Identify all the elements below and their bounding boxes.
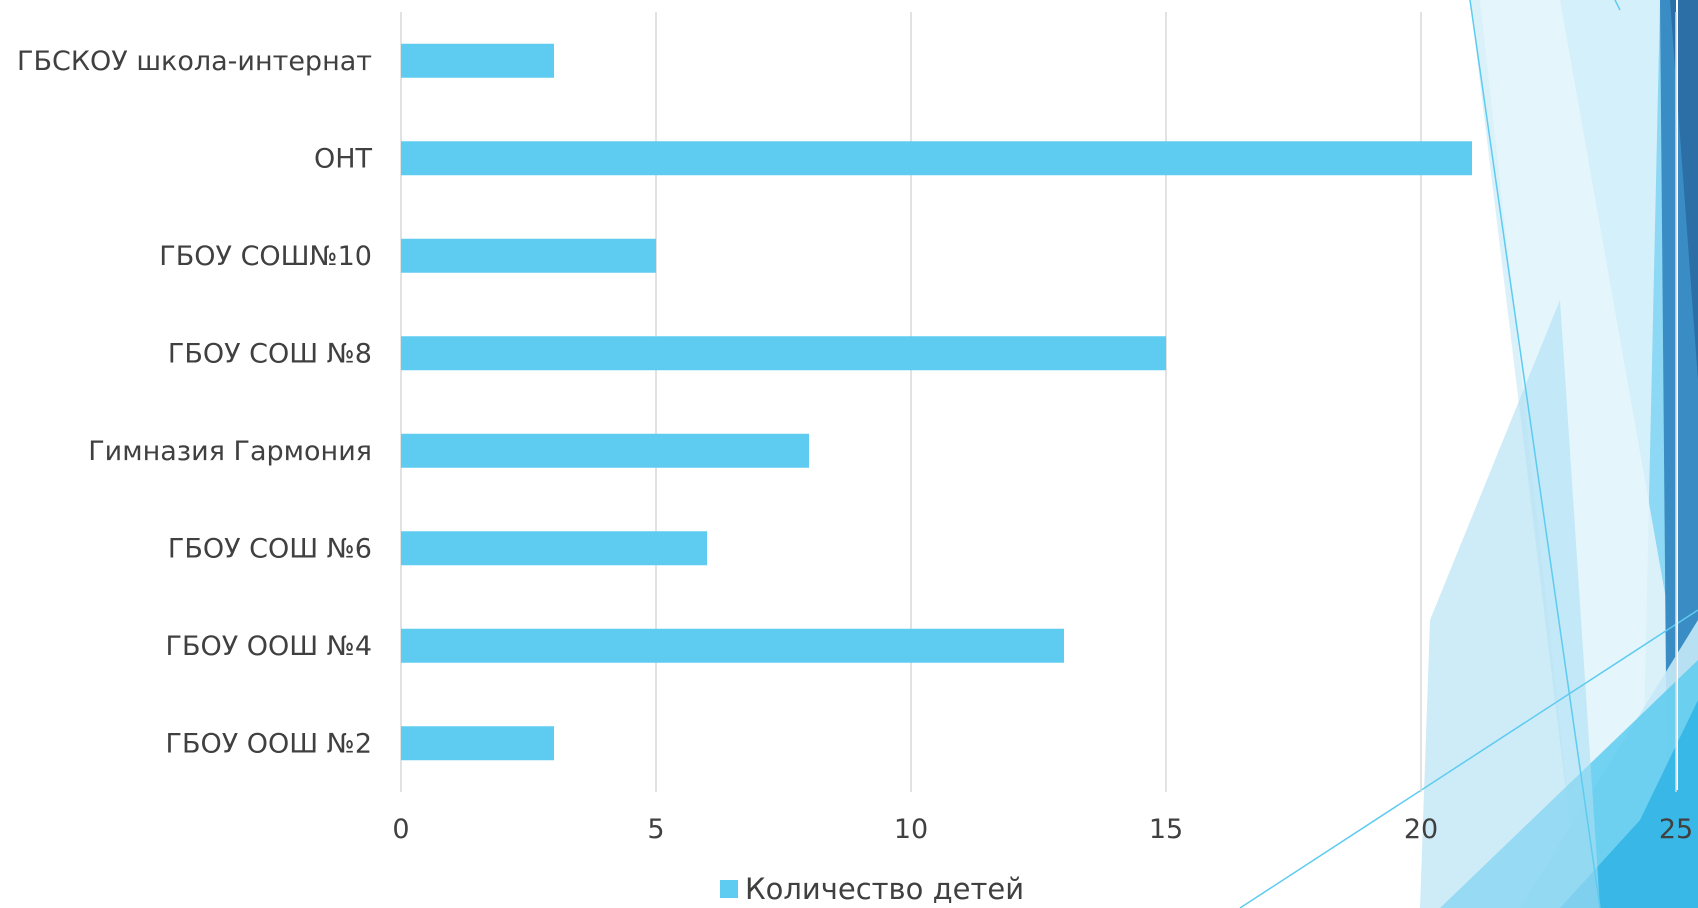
category-label: ГБОУ ООШ №4: [166, 631, 373, 662]
x-axis-tick-labels: 0 5 10 15 20 25: [392, 814, 1693, 845]
x-tick-label: 10: [894, 814, 928, 845]
category-label: ГБОУ ООШ №2: [166, 728, 373, 759]
decor-bottom-center-light: [1420, 300, 1600, 908]
category-label: ГБОУ СОШ №6: [168, 533, 372, 564]
decor-line-3: [1239, 609, 1698, 908]
bars: [401, 43, 1472, 761]
x-tick-label: 5: [647, 814, 664, 845]
category-label: ГБОУ СОШ№10: [159, 241, 372, 272]
category-label: Гимназия Гармония: [88, 436, 372, 467]
decorative-background: [1239, 0, 1698, 908]
category-label: ГБСКОУ школа-интернат: [17, 46, 372, 77]
legend-swatch: [720, 880, 738, 898]
bar: [401, 433, 809, 468]
x-tick-label: 25: [1659, 814, 1693, 845]
bar: [401, 43, 554, 78]
category-labels: ГБСКОУ школа-интернат ОНТ ГБОУ СОШ№10 ГБОУ …: [17, 46, 372, 760]
bar: [401, 726, 554, 761]
bar: [401, 238, 656, 273]
category-label: ОНТ: [314, 143, 373, 174]
legend: Количество детей: [720, 872, 1024, 906]
x-tick-label: 20: [1404, 814, 1438, 845]
x-tick-label: 0: [392, 814, 409, 845]
bar: [401, 628, 1064, 663]
bar: [401, 531, 707, 566]
x-tick-label: 15: [1149, 814, 1183, 845]
bar: [401, 336, 1166, 371]
decor-line-2: [1469, 0, 1601, 908]
bar: [401, 141, 1472, 176]
legend-label: Количество детей: [745, 872, 1024, 906]
decor-bottom-deep: [1560, 700, 1698, 908]
category-label: ГБОУ СОШ №8: [168, 338, 372, 369]
decor-line-1: [1614, 0, 1621, 11]
